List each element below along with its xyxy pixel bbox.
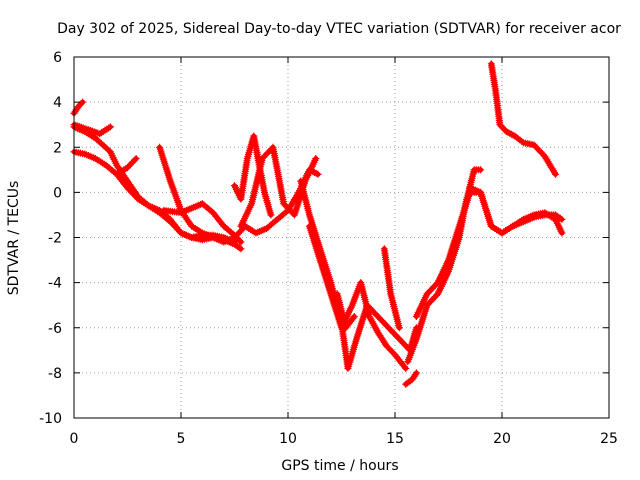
series-satellite-track-13 bbox=[380, 245, 403, 332]
x-tick-label: 0 bbox=[70, 431, 79, 447]
y-tick-label: -8 bbox=[48, 366, 62, 382]
series-line bbox=[71, 149, 237, 245]
series-satellite-track-14 bbox=[402, 369, 420, 388]
x-axis-label: GPS time / hours bbox=[281, 458, 398, 474]
series-satellite-track-10 bbox=[297, 177, 420, 372]
grid-lines bbox=[74, 57, 609, 418]
series-markers bbox=[487, 60, 559, 178]
series-satellite-track-5 bbox=[113, 155, 140, 178]
y-tick-label: -6 bbox=[48, 321, 62, 337]
x-tick-label: 20 bbox=[493, 431, 511, 447]
y-tick-label: 0 bbox=[53, 185, 62, 201]
series-satellite-track-7 bbox=[160, 200, 245, 246]
y-tick-label: 2 bbox=[53, 140, 62, 156]
y-tick-label: -2 bbox=[48, 231, 62, 247]
series-satellite-track-16 bbox=[412, 188, 566, 320]
series-satellite-track-3 bbox=[70, 148, 238, 246]
series-markers bbox=[412, 188, 566, 320]
x-tick-label: 15 bbox=[386, 431, 404, 447]
series-satellite-track-18 bbox=[487, 60, 559, 178]
y-tick-label: -10 bbox=[39, 411, 62, 427]
series-markers bbox=[380, 245, 403, 332]
y-tick-label: -4 bbox=[48, 276, 62, 292]
series-satellite-track-17 bbox=[466, 184, 566, 237]
series-markers bbox=[297, 177, 420, 372]
series-satellite-track-12 bbox=[333, 290, 358, 332]
series-markers bbox=[70, 123, 245, 253]
series-markers bbox=[333, 290, 358, 332]
series-markers bbox=[160, 200, 245, 246]
series-markers bbox=[402, 369, 420, 388]
y-tick-label: 6 bbox=[53, 50, 62, 66]
series-satellite-track-2 bbox=[70, 123, 245, 253]
x-tick-label: 25 bbox=[600, 431, 618, 447]
series-markers bbox=[113, 155, 140, 178]
y-axis-label: SDTVAR / TECUs bbox=[6, 181, 22, 296]
data-series bbox=[70, 60, 566, 388]
series-markers bbox=[70, 148, 238, 246]
x-tick-label: 10 bbox=[279, 431, 297, 447]
series-markers bbox=[466, 184, 566, 237]
chart-title: Day 302 of 2025, Sidereal Day-to-day VTE… bbox=[57, 21, 621, 37]
series-line bbox=[71, 124, 244, 252]
y-tick-label: 4 bbox=[53, 95, 62, 111]
series-markers bbox=[237, 143, 320, 230]
series-satellite-track-1 bbox=[70, 98, 87, 117]
x-tick-label: 5 bbox=[177, 431, 186, 447]
